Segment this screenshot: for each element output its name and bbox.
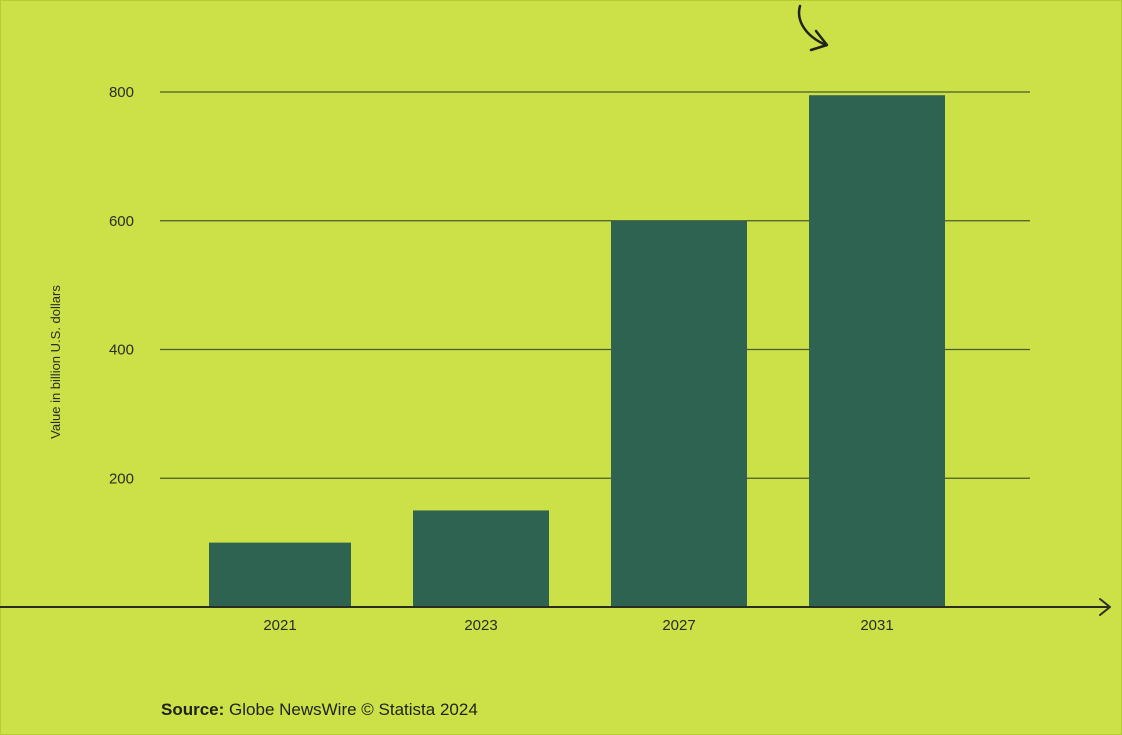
y-tick-labels: 200 400 600 800	[109, 84, 134, 487]
source-note: Source: Globe NewsWire © Statista 2024	[161, 700, 478, 720]
bars	[209, 95, 945, 607]
y-tick-label-200: 200	[109, 470, 134, 487]
y-axis-title: Value in billion U.S. dollars	[48, 285, 63, 439]
x-tick-labels: 2021 2023 2027 2031	[263, 617, 893, 634]
x-tick-label-2023: 2023	[464, 617, 497, 634]
curved-arrow-icon	[797, 4, 829, 52]
y-tick-label-800: 800	[109, 84, 134, 101]
y-tick-label-600: 600	[109, 213, 134, 230]
source-label: Source:	[161, 700, 225, 719]
x-tick-label-2031: 2031	[860, 617, 893, 634]
x-tick-label-2027: 2027	[662, 617, 695, 634]
bar-2023	[413, 510, 549, 607]
bar-2021	[209, 542, 351, 607]
source-text: Globe NewsWire © Statista 2024	[229, 700, 478, 719]
y-tick-label-400: 400	[109, 342, 134, 359]
x-axis-arrow-icon	[1099, 598, 1111, 616]
x-tick-label-2021: 2021	[263, 617, 296, 634]
bar-2027	[611, 220, 747, 607]
x-axis	[0, 598, 1111, 616]
bar-2031	[809, 95, 945, 607]
